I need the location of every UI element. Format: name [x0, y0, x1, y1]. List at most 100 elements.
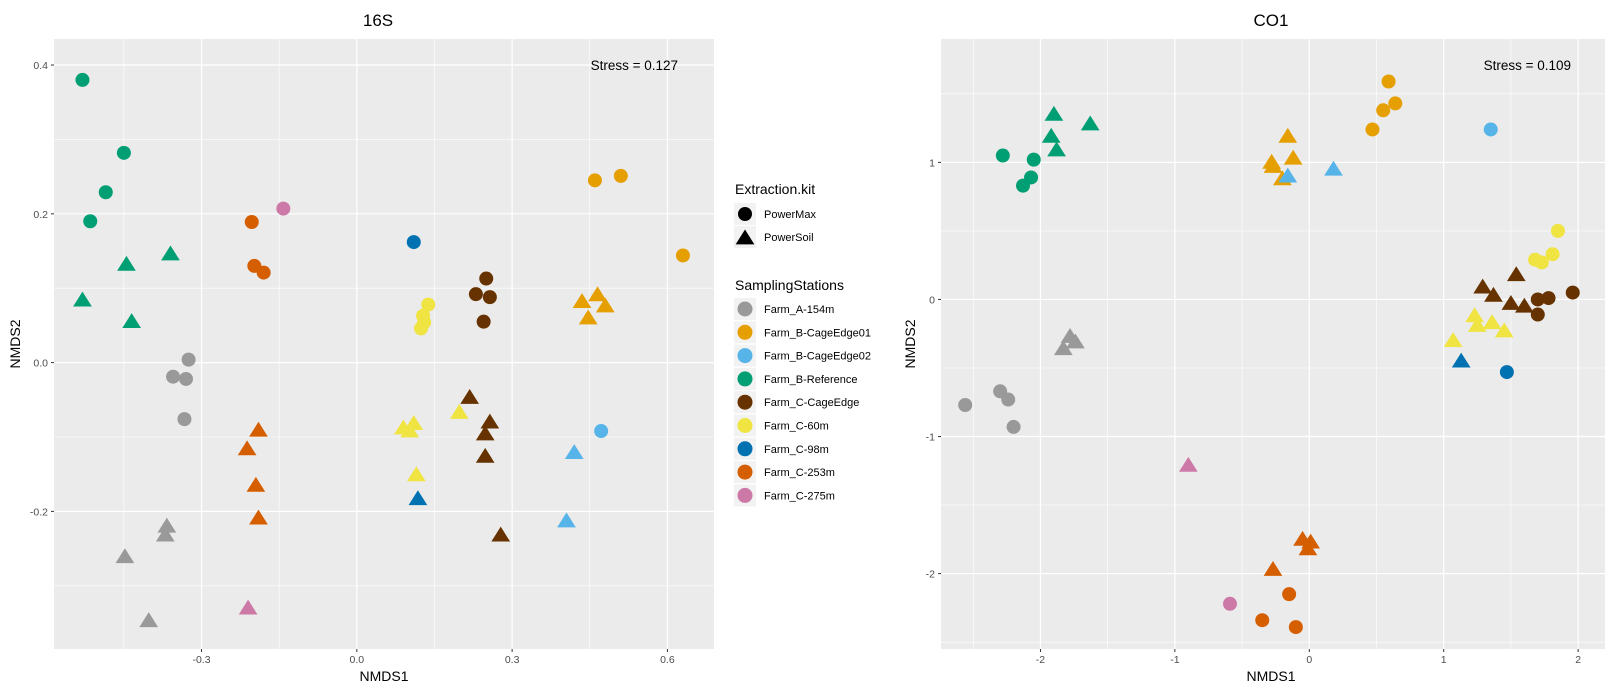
y-tick-label: -0.2 [30, 506, 48, 518]
point-farm-b-cageedge01-powersoil [595, 297, 615, 313]
y-tick-label: -1 [926, 432, 935, 444]
legend-label-farm-c-253m: Farm_C-253m [764, 467, 835, 479]
point-farm-b-cageedge01-powermax [1381, 74, 1396, 89]
point-farm-c-60m-powersoil [1465, 307, 1484, 323]
legend-station-entries: Farm_A-154m Farm_B-CageEdge01 Farm_B-CageE… [734, 298, 871, 507]
y-tick-label: 0.4 [33, 60, 48, 72]
legend-title-stations: SamplingStations [735, 277, 844, 293]
point-farm-c-cageedge-powersoil [1484, 286, 1503, 302]
gridlines-16s [54, 39, 714, 649]
axis-ticks-co1: -2 -1 0 1 2 -2 -1 0 1 [926, 157, 1582, 666]
legend-symbol-circle [738, 207, 752, 221]
legend-label-powermax: PowerMax [764, 209, 816, 221]
y-axis-title-16s: NMDS2 [7, 319, 23, 368]
point-farm-b-cageedge02-powermax [1483, 122, 1498, 137]
point-farm-c-cageedge-powermax [482, 290, 497, 305]
point-farm-c-cageedge-powersoil [475, 425, 495, 441]
point-farm-a-154m-powermax [181, 352, 196, 367]
point-farm-c-cageedge-powermax [476, 314, 491, 329]
x-tick-label: 2 [1575, 654, 1581, 666]
point-farm-c-253m-powersoil [249, 509, 268, 525]
point-farm-b-reference-powersoil [73, 291, 92, 307]
legend-symbol-triangle [735, 229, 755, 245]
point-farm-c-cageedge-powersoil [1515, 297, 1534, 313]
point-farm-a-154m-powermax [1006, 419, 1021, 434]
point-farm-a-154m-powermax [166, 369, 181, 384]
point-farm-b-cageedge01-powermax [1365, 122, 1380, 137]
point-farm-c-60m-powermax [1534, 255, 1549, 270]
point-farm-c-60m-powermax [1550, 223, 1565, 238]
x-axis-title-16s: NMDS1 [359, 668, 408, 684]
point-farm-c-253m-powermax [1255, 613, 1270, 628]
x-tick-label: 0.6 [660, 654, 675, 666]
point-farm-c-60m-powersoil [407, 466, 426, 482]
x-axis-title-co1: NMDS1 [1246, 668, 1295, 684]
legend-swatch-farm-c-cageedge [737, 394, 753, 410]
point-farm-a-154m-powermax [177, 412, 192, 427]
point-farm-a-154m-powermax [1001, 392, 1016, 407]
point-farm-b-cageedge02-powermax [594, 424, 609, 439]
point-farm-c-cageedge-powersoil [480, 413, 500, 429]
point-farm-b-reference-powersoil [1041, 127, 1061, 143]
x-tick-label: 0 [1306, 654, 1312, 666]
point-farm-b-cageedge01-powermax [613, 168, 628, 183]
point-farm-c-cageedge-powersoil [1501, 295, 1521, 310]
y-tick-label: 0.0 [33, 358, 48, 370]
point-farm-b-cageedge01-powersoil [1278, 127, 1298, 143]
point-farm-b-cageedge01-powermax [587, 173, 602, 188]
point-farm-c-253m-powermax [1288, 620, 1303, 635]
axis-ticks-16s: -0.3 0.0 0.3 0.6 -0.2 0.0 0.2 0.4 [30, 60, 675, 666]
point-farm-c-253m-powermax [1282, 587, 1297, 602]
point-farm-b-cageedge01-powermax [1376, 103, 1391, 118]
y-tick-label: 0 [929, 294, 935, 306]
plot-title-co1: CO1 [1254, 11, 1289, 30]
point-farm-b-reference-powermax [995, 148, 1010, 163]
point-farm-c-60m-powersoil [1443, 332, 1463, 347]
point-farm-b-reference-powermax [75, 72, 90, 87]
point-farm-c-cageedge-powermax [1541, 291, 1556, 306]
point-farm-c-253m-powersoil [1263, 560, 1283, 576]
point-farm-b-reference-powersoil [1047, 141, 1066, 157]
point-farm-b-reference-powersoil [122, 313, 141, 329]
legend-label-powersoil: PowerSoil [764, 232, 814, 244]
point-farm-c-cageedge-powermax [1530, 292, 1545, 307]
point-farm-c-253m-powermax [244, 215, 259, 229]
point-farm-c-60m-powersoil [1482, 314, 1502, 330]
point-farm-b-cageedge02-powersoil [1324, 160, 1343, 176]
point-farm-c-cageedge-powermax [468, 287, 483, 302]
legend-label-farm-b-reference: Farm_B-Reference [764, 374, 858, 386]
point-farm-c-cageedge-powersoil [460, 389, 480, 404]
point-farm-c-60m-powermax [1545, 247, 1560, 262]
legend-swatch-farm-c-60m [737, 418, 753, 433]
point-farm-c-275m-powersoil [1178, 456, 1198, 472]
point-farm-c-98m-powermax [406, 235, 421, 250]
point-farm-b-reference-powermax [1015, 178, 1030, 193]
plot-panel-16s [54, 39, 714, 649]
x-tick-label: 0.3 [505, 654, 520, 666]
point-farm-b-cageedge02-powersoil [557, 512, 576, 528]
point-farm-b-reference-powersoil [1080, 115, 1100, 131]
plot-16s: 16S -0.3 0.0 0.3 0.6 -0.2 0.0 0.2 0.4 Stress = … [7, 11, 714, 684]
points-co1 [958, 74, 1580, 635]
point-farm-c-60m-powermax [414, 321, 429, 336]
point-farm-c-253m-powersoil [237, 440, 257, 456]
y-tick-label: 0.2 [33, 209, 48, 221]
point-farm-c-253m-powersoil [249, 421, 268, 437]
point-farm-c-60m-powermax [421, 297, 436, 312]
legend-label-farm-c-cageedge: Farm_C-CageEdge [764, 397, 859, 409]
point-farm-c-98m-powermax [1499, 365, 1514, 380]
legend-swatch-farm-a-154m [737, 301, 753, 317]
point-farm-c-cageedge-powersoil [475, 447, 495, 463]
legend-label-farm-c-60m: Farm_C-60m [764, 421, 829, 433]
legend-swatch-farm-b-cageedge01 [737, 324, 753, 340]
legend-swatch-farm-b-reference [737, 371, 753, 387]
x-tick-label: -0.3 [192, 654, 210, 666]
point-farm-a-154m-powersoil [1066, 333, 1085, 349]
point-farm-c-60m-powersoil [1467, 316, 1487, 332]
point-farm-c-cageedge-powermax [1565, 285, 1580, 300]
point-farm-b-cageedge02-powersoil [1278, 167, 1298, 183]
point-farm-b-cageedge02-powersoil [564, 444, 584, 459]
point-farm-c-275m-powermax [1222, 596, 1237, 611]
point-farm-c-275m-powermax [276, 201, 291, 216]
